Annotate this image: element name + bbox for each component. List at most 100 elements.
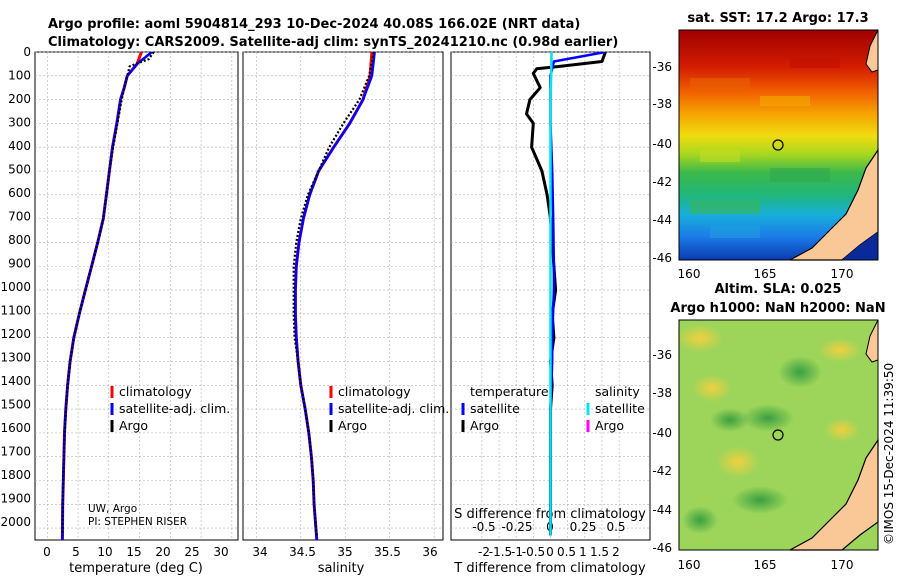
salinity-grid bbox=[243, 51, 443, 540]
sdiff-tick: 0.25 bbox=[570, 520, 597, 534]
depth-tick: 0 bbox=[23, 45, 31, 59]
depth-tick: 2000 bbox=[0, 515, 31, 529]
temperature-legend: climatology satellite-adj. clim. Argo bbox=[110, 384, 230, 433]
sla-lat-tick: -44 bbox=[652, 503, 672, 517]
sdiff-tick: -0.5 bbox=[472, 520, 495, 534]
sla-lat-tick: -40 bbox=[652, 426, 672, 440]
credit-line2: PI: STEPHEN RISER bbox=[88, 516, 187, 528]
tdiff-axis-label: T difference from climatology bbox=[453, 561, 646, 576]
series-satellite-adj-clim bbox=[61, 52, 153, 540]
sst-lat-ticks: -36 -38 -40 -42 -44 -46 bbox=[652, 60, 672, 265]
temperature-tick: 30 bbox=[213, 545, 228, 559]
temperature-panel-frame bbox=[34, 51, 239, 541]
tdiff-tick: -1 bbox=[511, 545, 523, 559]
sla-map-frame bbox=[678, 319, 879, 551]
series-satellite-adj-clim bbox=[294, 52, 376, 540]
tdiff-tick: 0.5 bbox=[557, 545, 576, 559]
difference-legend: temperature satellite Argo salinity sate… bbox=[461, 384, 645, 433]
tdiff-tick: 0 bbox=[546, 545, 554, 559]
difference-panel: -2 -1.5 -1 -0.5 0 0.5 1 1.5 2 -0.5 -0.25… bbox=[450, 51, 651, 576]
sdiff-tick: 0.5 bbox=[606, 520, 625, 534]
tdiff-tick: 1.5 bbox=[590, 545, 609, 559]
difference-s-ticks: -0.5 -0.25 0 0.25 0.5 bbox=[472, 520, 625, 534]
sla-texture bbox=[676, 324, 862, 534]
series-climatology bbox=[60, 52, 143, 540]
depth-tick: 600 bbox=[8, 186, 31, 200]
depth-tick: 1800 bbox=[0, 468, 31, 482]
sla-lat-tick: -36 bbox=[652, 348, 672, 362]
salinity-legend: climatology satellite-adj. clim. Argo bbox=[329, 384, 449, 433]
sla-map-title-line2: Argo h1000: NaN h2000: NaN bbox=[670, 301, 885, 316]
figure-title-line2: Climatology: CARS2009. Satellite-adj cli… bbox=[48, 35, 618, 50]
temperature-lines bbox=[60, 52, 155, 540]
depth-tick: 1200 bbox=[0, 327, 31, 341]
legend-sal-satellite-label: satellite bbox=[595, 401, 645, 416]
series-climatology bbox=[293, 52, 374, 540]
legend-temp-argo-label: Argo bbox=[470, 418, 499, 433]
temperature-tick: 15 bbox=[126, 545, 141, 559]
sla-lat-tick: -38 bbox=[652, 386, 672, 400]
depth-tick: 1500 bbox=[0, 398, 31, 412]
temperature-tick: 20 bbox=[155, 545, 170, 559]
sla-land bbox=[789, 438, 879, 551]
sst-lon-ticks: 160 165 170 bbox=[678, 267, 854, 281]
tdiff-tick: -0.5 bbox=[522, 545, 545, 559]
sla-lat-tick: -46 bbox=[652, 541, 672, 555]
difference-lines bbox=[525, 52, 607, 536]
sst-map-title: sat. SST: 17.2 Argo: 17.3 bbox=[687, 11, 868, 26]
salinity-tick: 35.5 bbox=[374, 545, 401, 559]
legend-temperature-header: temperature bbox=[470, 384, 549, 399]
sla-map-title-line1: Altim. SLA: 0.025 bbox=[715, 282, 842, 297]
credit-line1: UW, Argo bbox=[88, 503, 137, 515]
sst-map: sat. SST: 17.2 Argo: 17.3 -36 -38 -40 -4… bbox=[652, 11, 879, 281]
series-temperature-satellite bbox=[549, 52, 606, 536]
sst-texture bbox=[690, 58, 840, 238]
depth-axis-labels: 0 100 200 300 400 500 600 700 800 900 10… bbox=[0, 45, 31, 529]
difference-t-ticks: -2 -1.5 -1 -0.5 0 0.5 1 1.5 2 bbox=[478, 545, 620, 559]
sdiff-tick: -0.25 bbox=[501, 520, 532, 534]
sla-lon-tick: 170 bbox=[831, 558, 854, 572]
imos-timestamp: ©IMOS 15-Dec-2024 11:39:50 bbox=[882, 363, 896, 545]
sst-lat-tick: -42 bbox=[652, 175, 672, 189]
temperature-grid bbox=[35, 51, 238, 540]
salinity-panel: 34 34.5 35 35.5 36 salinity climatology … bbox=[242, 51, 449, 576]
legend-sal-argo-label: Argo bbox=[595, 418, 624, 433]
sst-argo-position-marker bbox=[772, 139, 784, 151]
sst-deep-cold bbox=[842, 232, 878, 260]
salinity-tick: 35 bbox=[337, 545, 352, 559]
depth-tick: 1300 bbox=[0, 351, 31, 365]
tdiff-tick: -2 bbox=[478, 545, 490, 559]
temperature-tick: 5 bbox=[72, 545, 80, 559]
depth-tick: 100 bbox=[8, 69, 31, 83]
depth-tick: 1900 bbox=[0, 492, 31, 506]
legend-climatology-label: climatology bbox=[119, 384, 192, 399]
temperature-tick: 10 bbox=[97, 545, 112, 559]
sst-lon-tick: 170 bbox=[831, 267, 854, 281]
temperature-x-label: temperature (deg C) bbox=[69, 561, 203, 576]
depth-tick: 400 bbox=[8, 139, 31, 153]
sst-lat-tick: -38 bbox=[652, 97, 672, 111]
depth-tick: 700 bbox=[8, 210, 31, 224]
legend-satellite-label: satellite-adj. clim. bbox=[119, 401, 230, 416]
sla-lon-tick: 160 bbox=[678, 558, 701, 572]
depth-tick: 1600 bbox=[0, 421, 31, 435]
series-argo bbox=[292, 52, 375, 536]
series-salinity-satellite bbox=[549, 52, 553, 536]
legend-salinity-header: salinity bbox=[595, 384, 640, 399]
sst-lat-tick: -36 bbox=[652, 60, 672, 74]
salinity-x-label: salinity bbox=[318, 561, 365, 576]
sla-lat-tick: -42 bbox=[652, 464, 672, 478]
tdiff-tick: 1 bbox=[579, 545, 587, 559]
depth-tick: 1700 bbox=[0, 445, 31, 459]
depth-tick: 200 bbox=[8, 92, 31, 106]
sla-argo-position-marker bbox=[772, 429, 784, 441]
salinity-tick: 36 bbox=[422, 545, 437, 559]
salinity-tick: 34 bbox=[252, 545, 267, 559]
sla-lon-ticks: 160 165 170 bbox=[678, 558, 854, 572]
sst-lat-tick: -40 bbox=[652, 137, 672, 151]
legend-temp-satellite-label: satellite bbox=[470, 401, 520, 416]
temperature-panel: 0 100 200 300 400 500 600 700 800 900 10… bbox=[0, 45, 239, 576]
depth-tick: 900 bbox=[8, 257, 31, 271]
salinity-lines bbox=[292, 52, 376, 540]
